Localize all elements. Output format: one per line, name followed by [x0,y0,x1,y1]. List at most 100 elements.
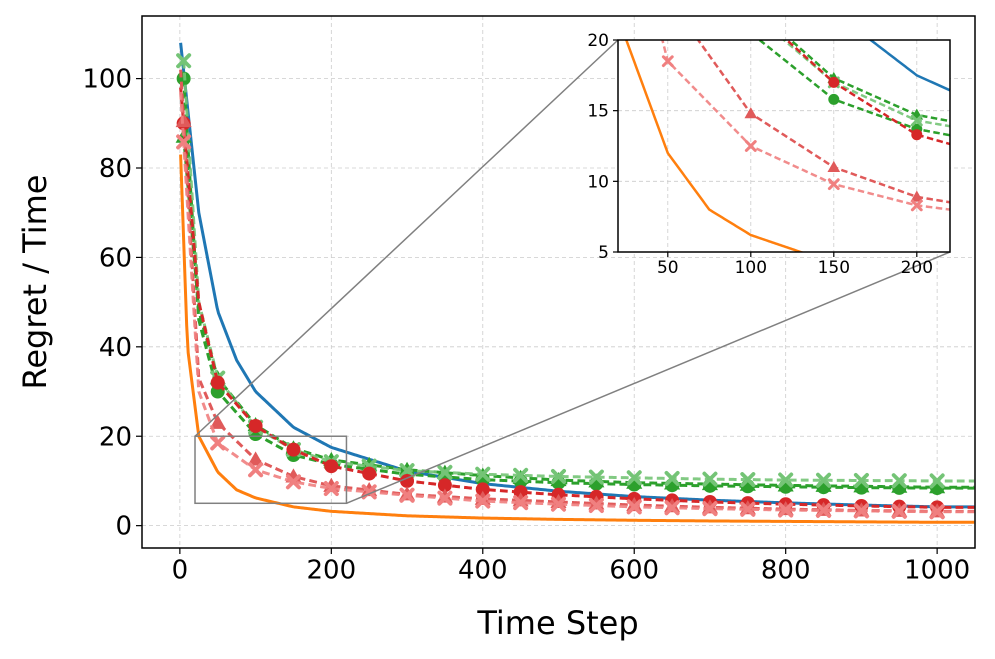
series-7-marker [740,501,756,517]
series-6-marker [910,190,924,202]
main-axes: 0 200 400 600 800 1000 0 20 40 60 80 100 [82,65,970,586]
inset-series-3-line [757,40,950,137]
series-5-marker [248,418,263,433]
y-axis-label: Regret / Time [16,175,54,390]
main-ytick-label: 80 [99,154,132,184]
series-7-marker [399,487,415,503]
series-7-marker [210,435,226,451]
series-6-marker [247,451,264,466]
inset-series-0 [868,40,950,92]
main-xtick-label: 400 [458,556,508,586]
zoom-indicators [194,39,951,505]
series-5-marker [828,76,840,88]
inset-xtick-label: 150 [818,258,850,278]
series-5-marker [513,485,528,500]
zoom-connector [346,251,951,504]
main-series-7-line [179,91,975,514]
series-5-marker [286,442,301,457]
series-5-marker [911,129,923,141]
main-series-4-line [182,60,975,483]
series-4-marker [176,53,192,69]
series-4-marker [437,464,453,480]
main-xtick-label: 1000 [904,556,970,586]
series-7-marker [778,502,794,518]
series-7-marker [664,500,680,516]
series-6-marker [744,107,758,119]
inset-ytick-label: 15 [587,102,609,122]
inset-ytick-label: 10 [587,172,609,192]
series-4-marker [910,114,923,127]
series-7-marker [891,503,907,519]
series-7-marker [626,499,642,515]
main-xtick-label: 200 [306,556,356,586]
series-4-marker [816,472,832,488]
series-4-marker [778,472,794,488]
series-7-marker [475,493,491,509]
main-ytick-label: 0 [115,512,132,542]
series-4-marker [513,467,529,483]
series-4-marker [746,7,755,16]
main-series-5-line [179,87,975,509]
series-5-marker [362,466,377,481]
series-4-marker [475,466,491,482]
series-7-marker [816,502,832,518]
series-4-marker [664,470,680,487]
main-xtick-label: 600 [609,556,659,586]
main-series-1 [179,154,975,524]
inset-ytick-label: 20 [587,31,609,51]
series-7-marker [929,504,945,520]
series-5-marker [210,375,225,390]
series-2-marker [744,0,757,9]
inset-xtick-label: 100 [735,258,767,278]
series-6-marker [661,0,674,2]
series-7-marker [285,474,301,490]
series-4-marker [588,469,604,485]
main-ytick-label: 20 [99,422,132,452]
series-5-marker [324,459,339,474]
main-series-1-line [179,154,975,524]
series-6-marker [209,414,226,429]
series-4-marker [929,473,945,489]
inset-series-5 [745,2,950,146]
series-7-marker [853,503,869,519]
series-6-marker [827,160,841,172]
main-series-7 [176,91,975,520]
series-5-marker [745,2,756,13]
inset-series-6-line [696,40,950,204]
inset-series-7 [661,40,950,212]
series-3-marker [745,27,756,38]
series-4-marker [399,463,415,479]
main-ytick-label: 40 [99,333,132,363]
main-plot-frame [141,15,976,549]
series-3-marker [828,93,840,105]
series-7-marker [588,498,604,514]
main-ytick-label: 60 [99,244,132,274]
inset-xtick-label: 50 [657,258,679,278]
series-4-marker [853,472,869,489]
series-7-marker [744,140,757,152]
series-5-marker [400,473,415,488]
series-4-marker [550,468,567,484]
zoom-connector [194,39,619,437]
series-5-marker [437,478,452,493]
series-7-marker [661,55,674,68]
inset-series-5-line [784,40,950,146]
inset-series-1 [625,40,805,252]
inset-xtick-label: 200 [901,258,933,278]
series-7-marker [323,481,339,497]
x-axis-label: Time Step [476,604,638,642]
inset-series-0-line [868,40,950,92]
main-ytick-label: 100 [82,65,132,95]
inset-plot-frame [617,39,951,253]
series-7-marker [437,490,453,506]
inset-background [618,40,950,252]
series-4-marker [740,472,756,488]
series-4-marker [891,473,907,489]
inset-series-group [625,0,950,252]
series-7-marker [827,178,840,191]
series-7-marker [550,496,567,512]
series-7-marker [702,501,718,517]
series-4-marker [702,471,718,487]
inset-series-2-line [788,40,950,123]
